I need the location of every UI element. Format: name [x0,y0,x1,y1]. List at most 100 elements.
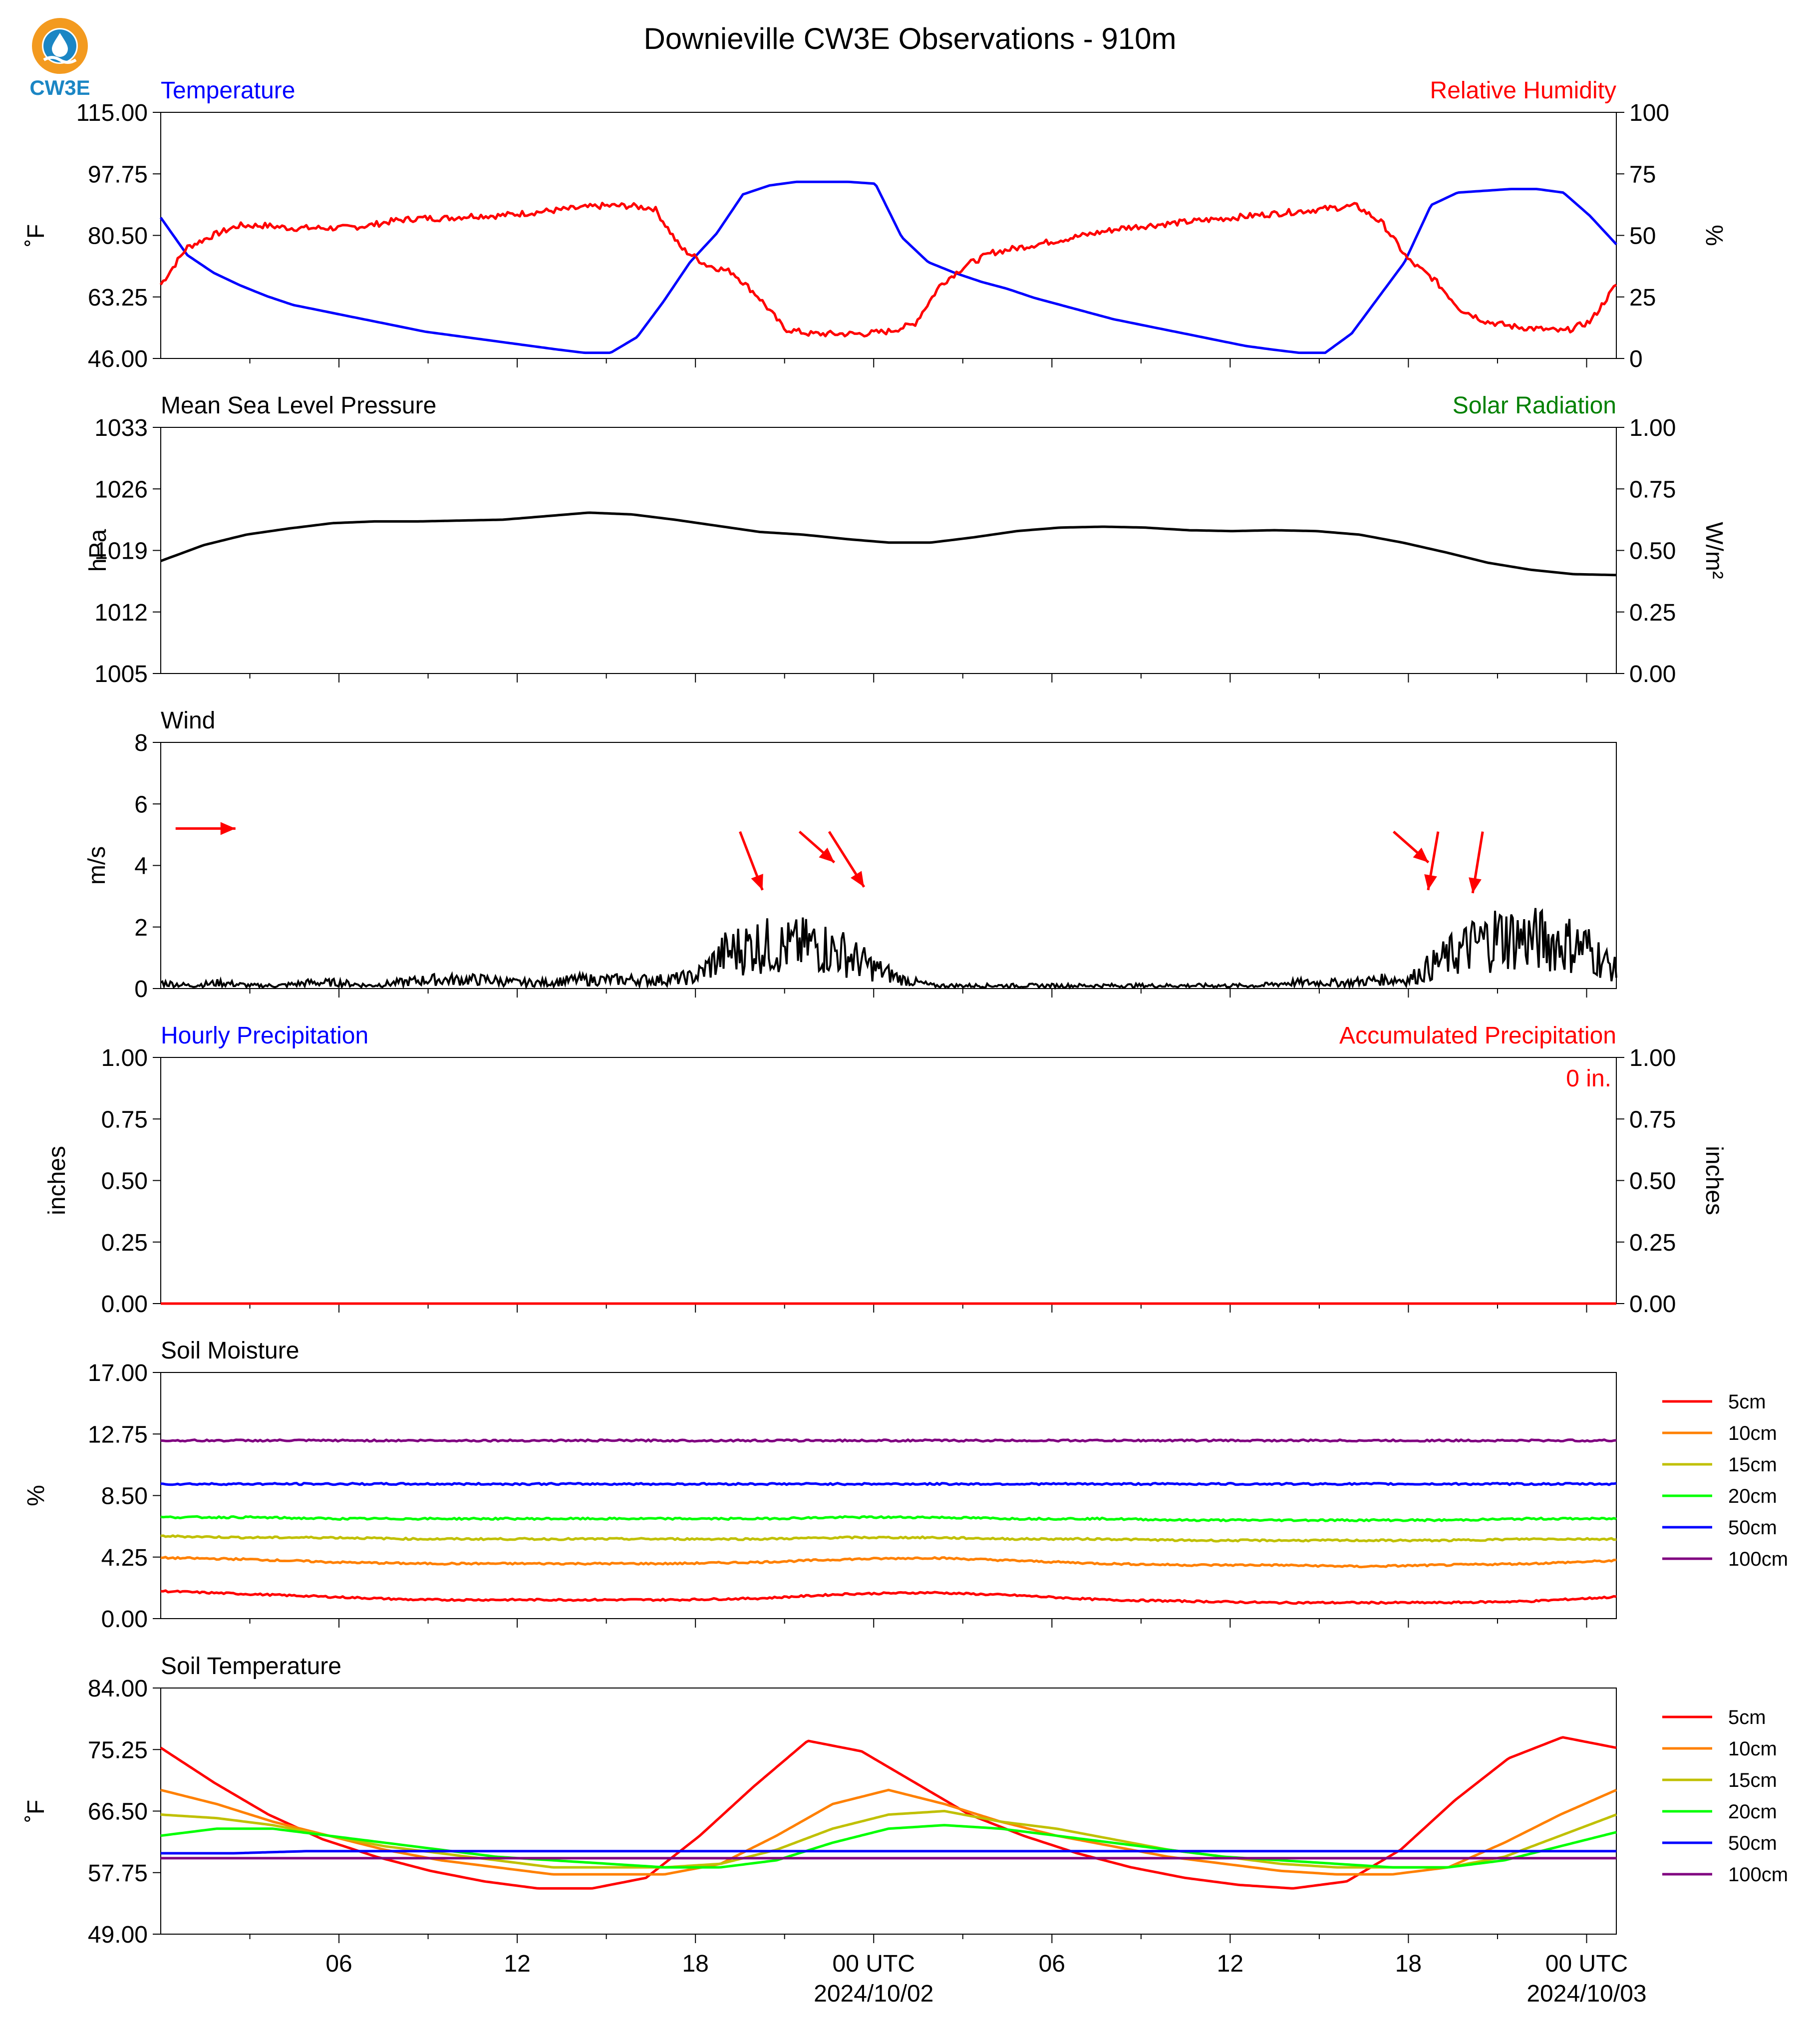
legend-label: 15cm [1728,1769,1777,1791]
plot-frame [160,427,1617,674]
y-tick-label: 1019 [94,538,148,565]
wind-speed-line [160,908,1617,990]
series-line-5cm [160,1736,1617,1890]
y-tick-label: 4 [134,853,148,880]
wind-arrow-head-icon [1469,877,1482,893]
x-date-label: 2024/10/03 [1526,1981,1646,2007]
logo-text: CW3E [29,76,90,99]
series-line-100cm [160,1438,1617,1443]
series-line-5cm [160,1589,1617,1605]
y-tick-label: 1.00 [101,1045,148,1071]
logo-wave-icon [43,56,77,64]
y-tick-label: 1033 [94,415,148,441]
legend-label: 20cm [1728,1485,1777,1507]
x-tick-label: 06 [325,1951,352,1977]
y-axis-label-right: W/m² [1701,522,1727,579]
y-tick-label-right: 50 [1629,223,1656,250]
legend-label: 100cm [1728,1548,1788,1570]
legend-label: 50cm [1728,1832,1777,1854]
panel-title-right: Solar Radiation [1453,392,1616,419]
x-tick-label: 00 UTC [1545,1951,1628,1977]
series-line-10cm [160,1556,1617,1569]
logo-ring [32,18,88,74]
wind-arrow-head-icon [850,871,864,887]
panel-title-left: Temperature [161,77,295,104]
y-tick-label-right: 0.75 [1629,1106,1676,1133]
y-axis-label: % [23,1485,49,1506]
panel-pressure-solar: Mean Sea Level Pressure Solar Radiation 10… [85,392,1727,687]
y-axis-label: ˚F [23,224,49,247]
plot-frame [160,1057,1617,1304]
logo-droplet-icon [52,33,68,57]
chart-title: Downieville CW3E Observations - 910m [643,22,1176,55]
y-tick-label: 0.75 [101,1106,148,1133]
plot-frame [160,1688,1617,1935]
panel-title-right: Relative Humidity [1430,77,1616,104]
wind-arrow-head-icon [220,822,236,835]
x-tick-label: 00 UTC [833,1951,915,1977]
wind-arrow-head-icon [1424,874,1437,890]
y-tick-label: 63.25 [88,285,148,311]
panel-title-left: Hourly Precipitation [161,1022,368,1049]
panel-title-left: Mean Sea Level Pressure [161,392,436,419]
y-tick-label: 4.25 [101,1545,148,1571]
y-tick-label: 2 [134,915,148,941]
y-tick-label: 1012 [94,600,148,626]
accumulated-total-label: 0 in. [1566,1065,1611,1092]
legend-label: 15cm [1728,1454,1777,1476]
y-tick-label-right: 1.00 [1629,1045,1676,1071]
cw3e-logo: CW3E [29,18,90,99]
y-tick-label: 75.25 [88,1737,148,1763]
panel-soil-moisture: Soil Moisture 17.00 12.75 8.50 4.25 0.00% 5cm 1… [23,1338,1788,1633]
panel-precipitation: Hourly Precipitation Accumulated Precipit… [44,1022,1727,1318]
y-tick-label: 17.00 [88,1360,148,1386]
y-tick-label-right: 0.50 [1629,1168,1676,1195]
series-line-mean-sea-level-pressure [160,511,1617,577]
legend-label: 5cm [1728,1706,1766,1728]
panel-temperature-humidity: Temperature Relative Humidity 115.00 97.75 8… [23,77,1727,372]
legend-label: 5cm [1728,1391,1766,1413]
series-line-temperature [159,180,1617,354]
y-tick-label: 66.50 [88,1799,148,1825]
x-tick-label: 18 [1395,1951,1422,1977]
panel-wind: Wind 8 6 4 2 0 m/s [84,707,1617,1003]
wind-arrow-head-icon [1413,847,1429,863]
y-axis-label-right: inches [1701,1146,1727,1215]
x-date-label: 2024/10/02 [814,1981,933,2007]
y-tick-label: 0 [134,976,148,1003]
wind-arrow-head-icon [819,847,835,863]
y-tick-label-right: 0.00 [1629,661,1676,687]
plot-frame [160,1372,1617,1619]
y-tick-label-right: 0 [1629,346,1643,372]
series-line-50cm [161,1850,1616,1855]
series-line-20cm [160,1824,1617,1869]
series-line-relative-humidity [159,202,1617,338]
y-tick-label: 8.50 [101,1483,148,1510]
y-tick-label-right: 100 [1629,100,1669,126]
series-line-20cm [160,1515,1617,1522]
y-axis-label: ˚F [23,1800,49,1822]
y-tick-label: 1026 [94,476,148,503]
y-tick-label-right: 1.00 [1629,415,1676,441]
legend-label: 100cm [1728,1864,1788,1886]
y-tick-label-right: 25 [1629,285,1656,311]
y-tick-label: 0.00 [101,1291,148,1318]
y-tick-label: 0.00 [101,1606,148,1633]
x-tick-label: 18 [682,1951,708,1977]
y-tick-label-right: 0.75 [1629,476,1676,503]
y-tick-label-right: 0.00 [1629,1291,1676,1318]
x-axis: 06 12 18 00 UTC 06 12 18 00 UTC 2024/10/02 2024/1… [325,1951,1646,2007]
y-tick-label-right: 75 [1629,161,1656,188]
y-tick-label-right: 0.25 [1629,600,1676,626]
panel-title-left: Soil Temperature [161,1653,341,1680]
y-tick-label-right: 0.25 [1629,1230,1676,1256]
y-axis-label: inches [44,1146,70,1215]
wind-arrow-head-icon [751,874,763,890]
y-axis-label-right: % [1701,225,1727,246]
plot-frame [160,742,1617,989]
panel-title-left: Soil Moisture [161,1338,299,1364]
series-line-50cm [160,1482,1617,1486]
panel-title-right: Accumulated Precipitation [1339,1022,1616,1049]
